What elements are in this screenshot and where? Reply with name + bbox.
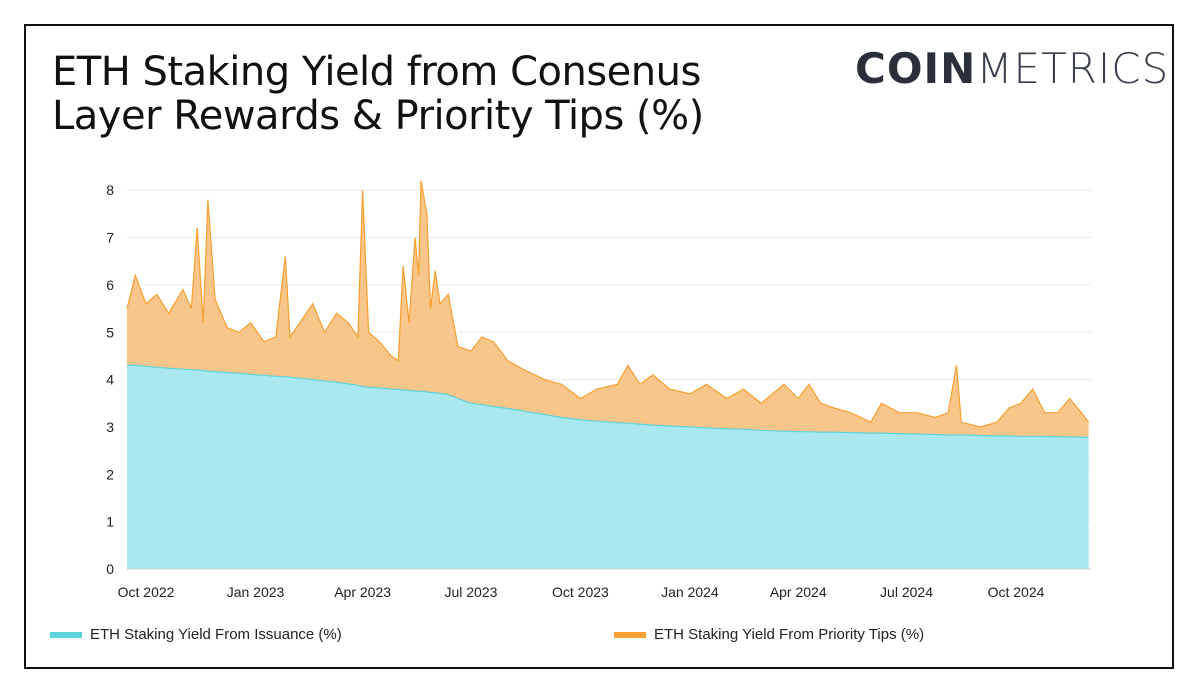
logo-light: METRICS xyxy=(976,44,1170,93)
legend-label-tips: ETH Staking Yield From Priority Tips (%) xyxy=(654,626,925,643)
title-line-1: ETH Staking Yield from Consenus xyxy=(52,49,701,95)
chart-title: ETH Staking Yield from Consenus Layer Rew… xyxy=(52,50,704,138)
x-tick-label: Jul 2024 xyxy=(880,584,933,600)
y-tick-label: 5 xyxy=(106,324,114,340)
legend-item-issuance[interactable]: ETH Staking Yield From Issuance (%) xyxy=(50,626,342,643)
chart-frame xyxy=(24,24,1174,669)
legend-label-issuance: ETH Staking Yield From Issuance (%) xyxy=(90,626,342,643)
y-tick-label: 7 xyxy=(106,230,114,246)
logo-bold: COIN xyxy=(855,44,977,93)
x-tick-label: Oct 2024 xyxy=(988,584,1045,600)
y-tick-label: 2 xyxy=(106,466,114,482)
x-tick-label: Jan 2024 xyxy=(661,584,719,600)
x-tick-label: Apr 2024 xyxy=(770,584,827,600)
y-tick-label: 1 xyxy=(106,514,114,530)
issuance-area xyxy=(127,365,1089,569)
tips-line xyxy=(126,180,1090,428)
y-tick-label: 6 xyxy=(106,277,114,293)
x-tick-label: Oct 2022 xyxy=(118,584,175,600)
legend-item-tips[interactable]: ETH Staking Yield From Priority Tips (%) xyxy=(614,626,924,643)
y-tick-label: 3 xyxy=(106,419,114,435)
y-tick-label: 0 xyxy=(106,561,114,577)
coinmetrics-logo: COINMETRICS xyxy=(855,44,1169,93)
x-tick-label: Oct 2023 xyxy=(552,584,609,600)
legend-swatch-issuance xyxy=(50,631,82,638)
title-line-2: Layer Rewards & Priority Tips (%) xyxy=(52,93,704,139)
x-tick-label: Jan 2023 xyxy=(227,584,285,600)
y-tick-label: 8 xyxy=(106,182,114,198)
legend-swatch-tips xyxy=(614,631,646,638)
issuance-line xyxy=(127,364,1089,438)
x-tick-label: Apr 2023 xyxy=(334,584,391,600)
tips-area xyxy=(127,180,1089,438)
y-tick-label: 4 xyxy=(106,372,114,388)
x-tick-label: Jul 2023 xyxy=(444,584,497,600)
